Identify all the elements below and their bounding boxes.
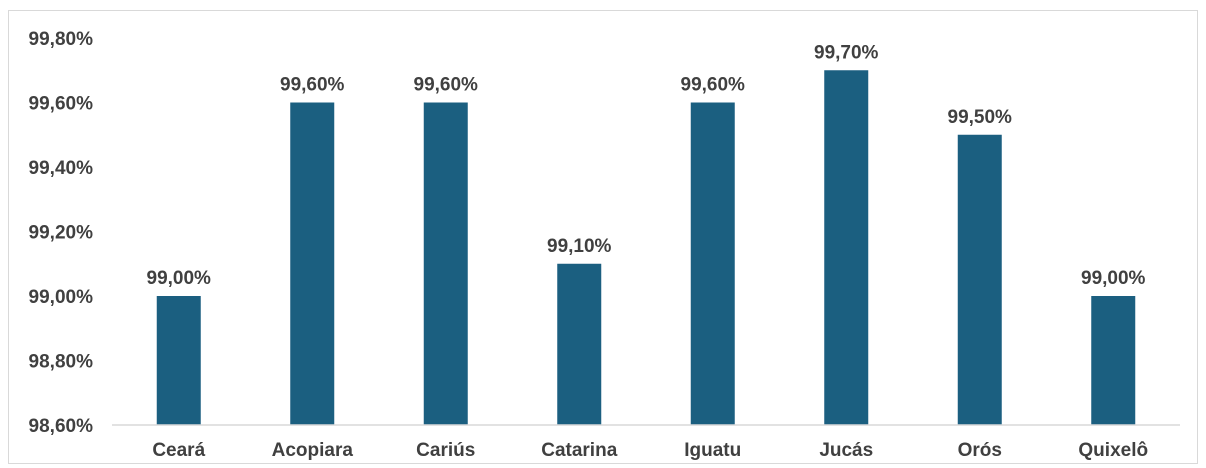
bar bbox=[957, 134, 1002, 425]
data-label: 99,10% bbox=[547, 236, 612, 257]
x-tick-label: Catarina bbox=[541, 440, 617, 461]
data-label: 99,70% bbox=[814, 42, 879, 63]
data-label: 99,60% bbox=[681, 75, 746, 96]
bars bbox=[156, 70, 1136, 425]
bar bbox=[824, 70, 869, 425]
x-tick-label: Cariús bbox=[416, 440, 475, 461]
bar bbox=[690, 102, 735, 425]
data-labels: 99,00% 99,60% 99,60% 99,10% 99,60% 99,70% 99,5… bbox=[147, 42, 1146, 289]
x-tick-label: Ceará bbox=[152, 440, 205, 461]
y-axis-tick-labels: 98,60% 98,80% 99,00% 99,20% 99,40% 99,60% 99,8… bbox=[29, 29, 94, 437]
y-tick-label: 99,20% bbox=[29, 223, 94, 244]
y-tick-label: 99,80% bbox=[29, 29, 94, 50]
y-tick-label: 99,60% bbox=[29, 94, 94, 115]
y-tick-label: 98,60% bbox=[29, 416, 94, 437]
x-tick-label: Iguatu bbox=[684, 440, 741, 461]
x-tick-label: Quixelô bbox=[1078, 440, 1148, 461]
bar bbox=[156, 296, 201, 425]
data-label: 99,60% bbox=[414, 75, 479, 96]
bar bbox=[557, 263, 602, 425]
x-tick-label: Acopiara bbox=[272, 440, 354, 461]
data-label: 99,50% bbox=[948, 107, 1013, 128]
bar bbox=[1091, 296, 1136, 425]
bar bbox=[423, 102, 468, 425]
x-tick-label: Jucás bbox=[819, 440, 873, 461]
y-tick-label: 99,00% bbox=[29, 287, 94, 308]
y-tick-label: 99,40% bbox=[29, 158, 94, 179]
x-axis-category-labels: Ceará Acopiara Cariús Catarina Iguatu Jucás Or… bbox=[152, 440, 1148, 461]
y-tick-label: 98,80% bbox=[29, 352, 94, 373]
x-tick-label: Orós bbox=[958, 440, 1002, 461]
bar bbox=[290, 102, 335, 425]
data-label: 99,00% bbox=[147, 268, 212, 289]
data-label: 99,60% bbox=[280, 75, 345, 96]
data-label: 99,00% bbox=[1081, 268, 1146, 289]
